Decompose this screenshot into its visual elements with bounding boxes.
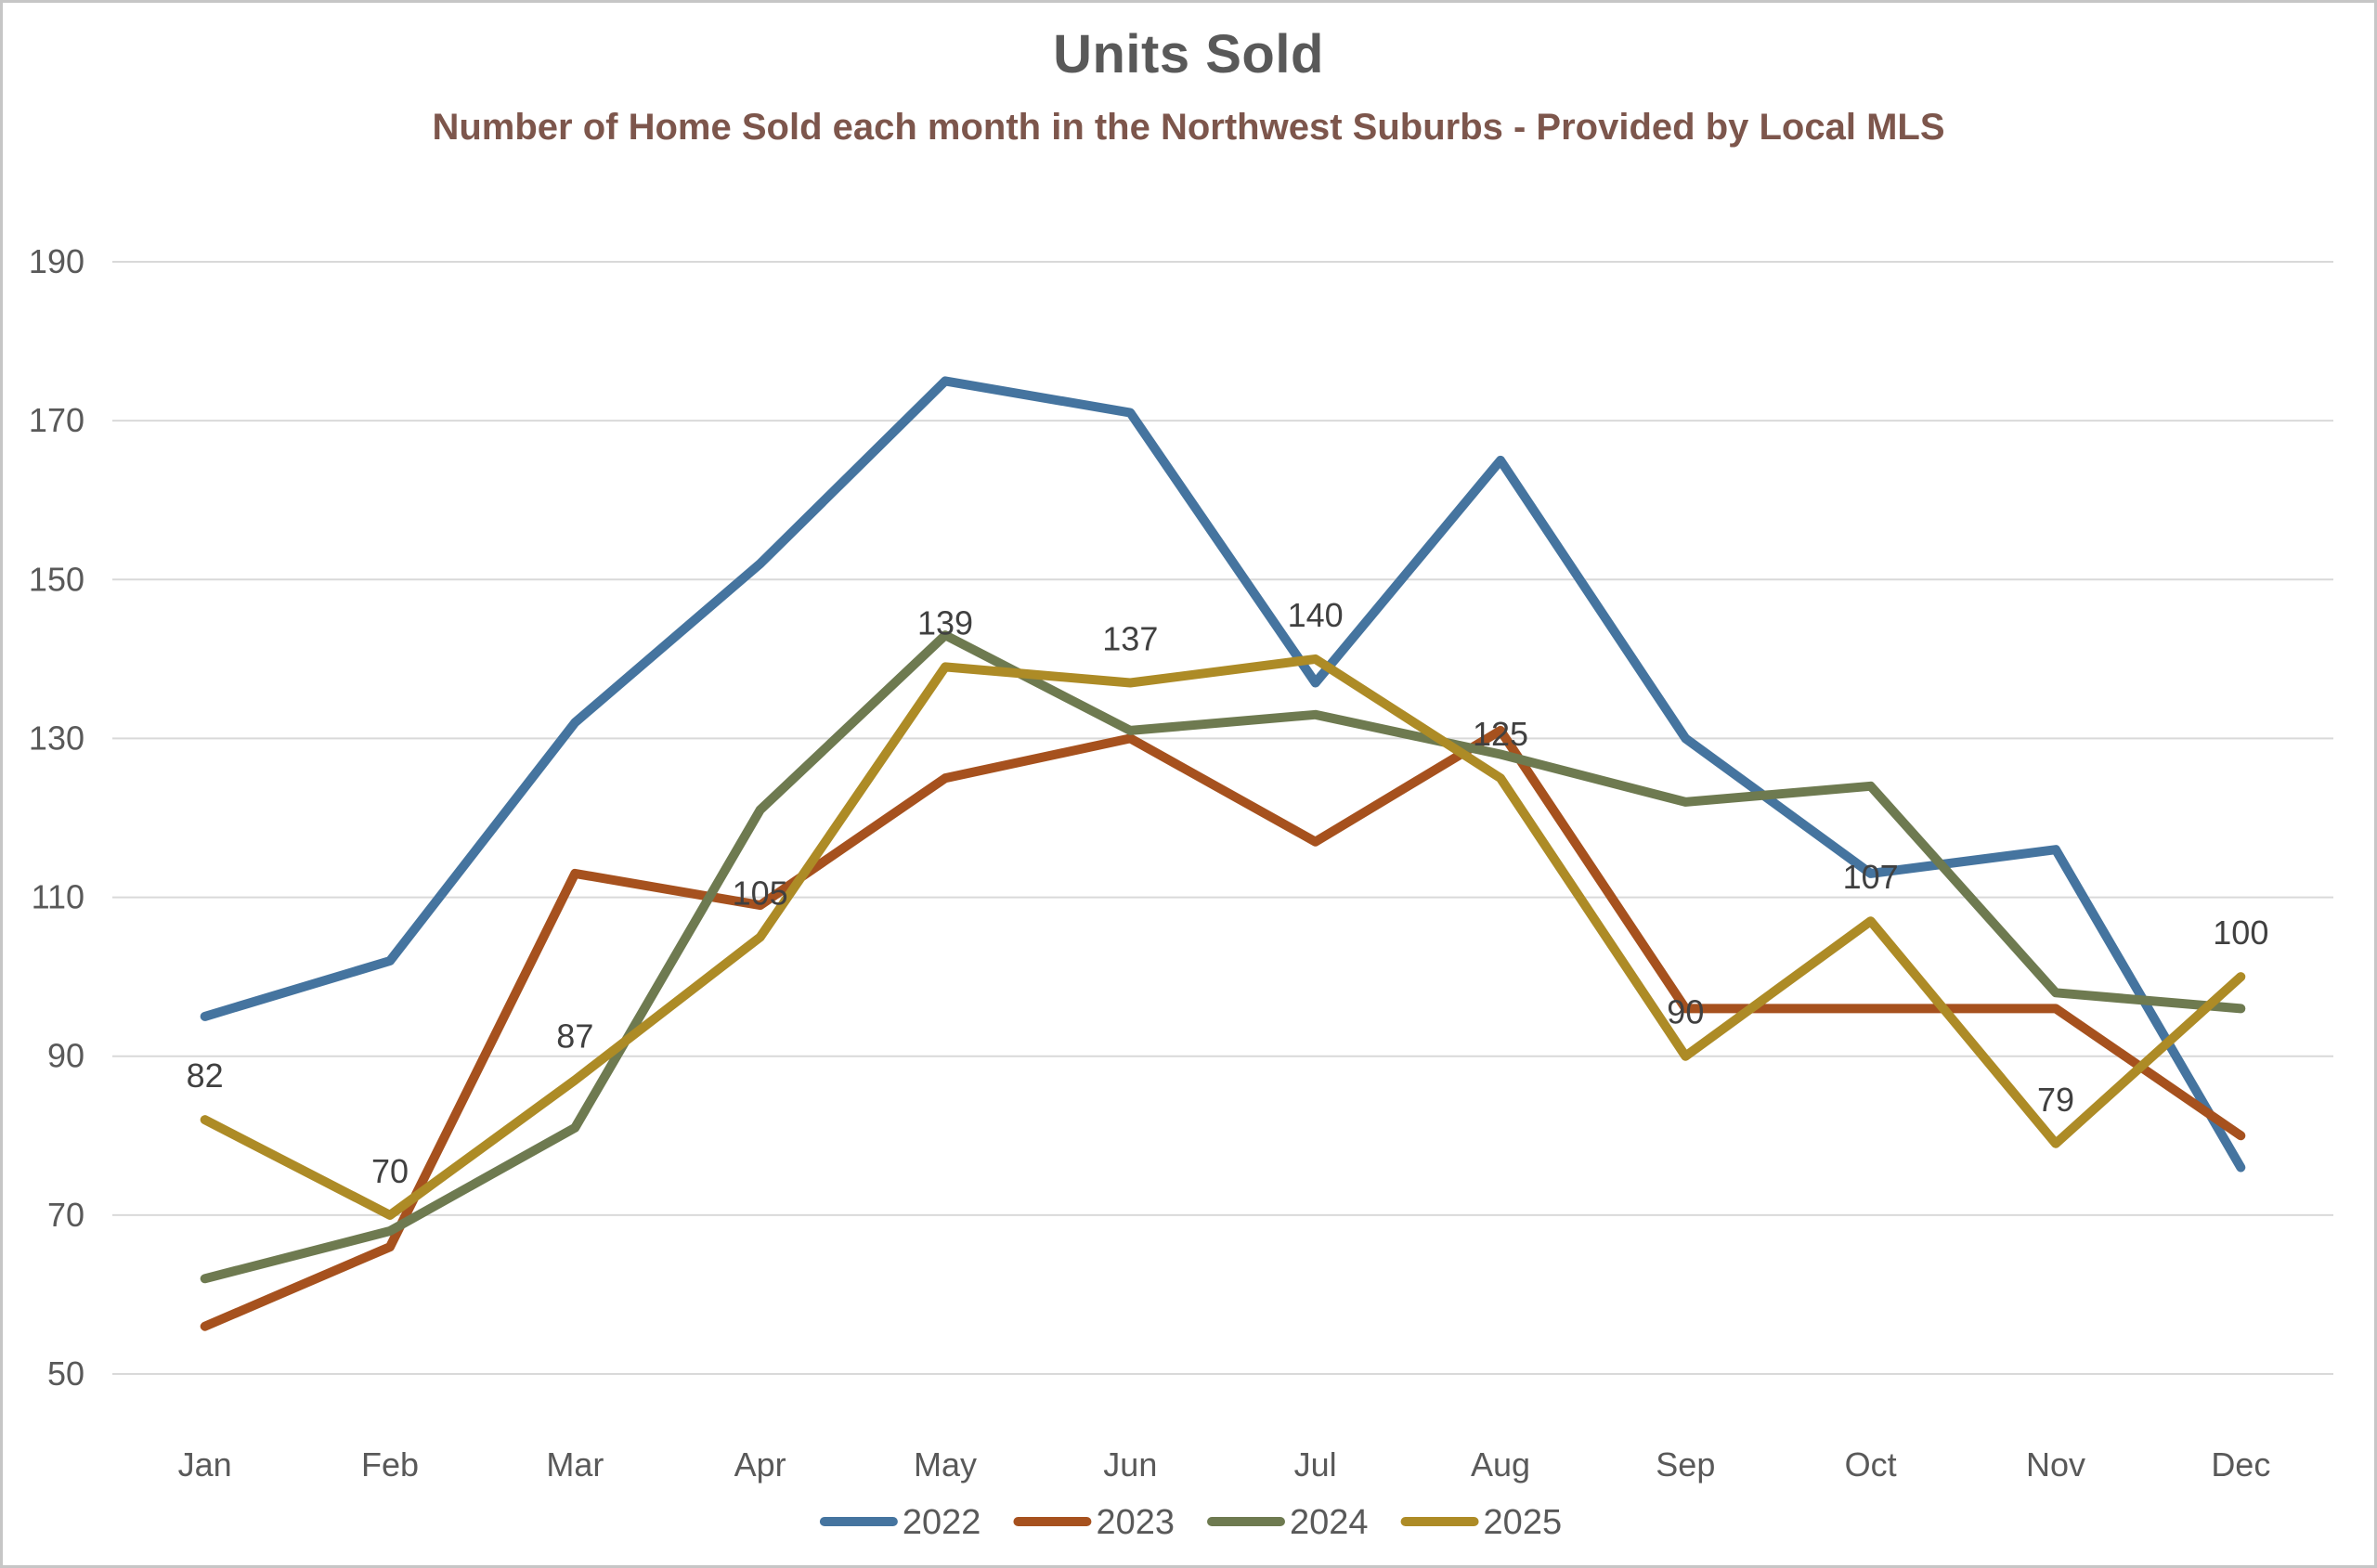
- y-axis-tick-label: 130: [29, 719, 84, 757]
- data-label: 137: [1102, 620, 1158, 658]
- legend-label-2025: 2025: [1484, 1503, 1563, 1542]
- data-label: 107: [1843, 858, 1899, 896]
- y-axis-tick-label: 110: [32, 878, 84, 916]
- chart-subtitle: Number of Home Sold each month in the No…: [432, 107, 1945, 148]
- x-axis-tick-label: Aug: [1471, 1445, 1530, 1484]
- data-label: 90: [1667, 993, 1704, 1031]
- legend-label-2022: 2022: [903, 1503, 981, 1542]
- y-axis-tick-label: 70: [47, 1196, 84, 1234]
- y-axis-tick-label: 190: [29, 242, 84, 280]
- x-axis-tick-label: Jan: [178, 1445, 232, 1484]
- data-label: 79: [2037, 1081, 2074, 1119]
- data-label: 87: [556, 1017, 593, 1055]
- x-axis-tick-label: Apr: [734, 1445, 786, 1484]
- legend-item-2025: 2025: [1400, 1503, 1563, 1542]
- x-axis-tick-label: Feb: [361, 1445, 419, 1484]
- y-axis-tick-label: 170: [29, 401, 84, 439]
- legend-item-2022: 2022: [819, 1503, 981, 1542]
- series-line-2025: [200, 654, 2246, 1220]
- y-axis-tick-label: 90: [47, 1037, 84, 1075]
- x-axis-tick-label: May: [914, 1445, 977, 1484]
- series-line-2024: [200, 630, 2246, 1284]
- units-sold-line-chart: 50 70 90 110 130 150 170 190 Jan Feb Mar Apr May Jun J…: [29, 242, 2333, 1542]
- data-label: 100: [2213, 914, 2268, 952]
- chart-title: Units Sold: [1053, 24, 1324, 84]
- y-axis-tick-label: 50: [47, 1354, 84, 1393]
- data-label: 82: [187, 1056, 224, 1095]
- series-line-2022: [200, 376, 2246, 1173]
- x-axis-tick-label: Mar: [546, 1445, 604, 1484]
- x-axis-tick-label: Nov: [2026, 1445, 2085, 1484]
- data-label: 125: [1473, 715, 1528, 753]
- legend-label-2024: 2024: [1290, 1503, 1369, 1542]
- x-axis-tick-label: Sep: [1656, 1445, 1715, 1484]
- x-axis-tick-label: Jun: [1103, 1445, 1157, 1484]
- data-label: 105: [733, 874, 788, 912]
- x-axis-tick-label: Oct: [1845, 1445, 1897, 1484]
- series-line-2023: [200, 725, 2246, 1331]
- x-axis-tick-label: Dec: [2211, 1445, 2270, 1484]
- data-label: 70: [371, 1152, 409, 1190]
- data-label: 139: [917, 603, 973, 641]
- legend-label-2023: 2023: [1096, 1503, 1175, 1542]
- data-label: 140: [1288, 596, 1344, 634]
- y-axis-tick-label: 150: [29, 560, 84, 598]
- legend-item-2023: 2023: [1013, 1503, 1175, 1542]
- x-axis-tick-label: Jul: [1294, 1445, 1337, 1484]
- legend-item-2024: 2024: [1207, 1503, 1369, 1542]
